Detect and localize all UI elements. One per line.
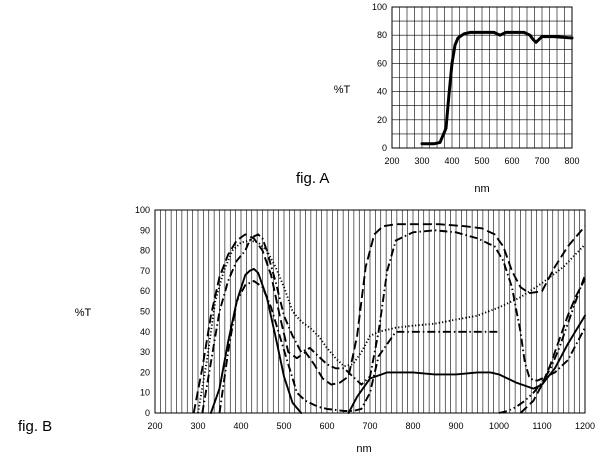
- y-tick-label: 40: [377, 87, 387, 97]
- y-tick-label: 90: [140, 225, 150, 235]
- chart-a-xlabel: nm: [474, 183, 489, 195]
- x-tick-label: 300: [190, 421, 205, 431]
- x-tick-label: 400: [233, 421, 248, 431]
- y-tick-label: 60: [377, 58, 387, 68]
- y-tick-label: 100: [372, 2, 387, 12]
- chart-b-series-3-line: [192, 223, 586, 414]
- chart-b-series-8-line: [519, 278, 586, 414]
- chart-a-figure-label: fig. A: [296, 170, 329, 187]
- y-tick-label: 80: [140, 246, 150, 256]
- x-tick-label: 800: [564, 156, 579, 166]
- x-tick-label: 700: [362, 421, 377, 431]
- x-tick-label: 600: [319, 421, 334, 431]
- chart-a: 200 300 400 500 600 700 800 0 20 40 60 80 100 nm %T…: [296, 2, 580, 195]
- y-tick-label: 10: [140, 388, 150, 398]
- y-tick-label: 20: [140, 367, 150, 377]
- y-tick-label: 70: [140, 266, 150, 276]
- chart-b-xlabel: nm: [356, 443, 371, 455]
- chart-b-ylabel: %T: [75, 307, 92, 319]
- y-tick-label: 20: [377, 115, 387, 125]
- y-tick-label: 40: [140, 327, 150, 337]
- x-tick-label: 500: [276, 421, 291, 431]
- chart-b-figure-label: fig. B: [18, 418, 52, 435]
- x-tick-label: 200: [147, 421, 162, 431]
- y-tick-label: 50: [140, 307, 150, 317]
- chart-b-series-7-line: [498, 274, 586, 414]
- x-tick-label: 1100: [532, 421, 551, 431]
- x-tick-label: 800: [405, 421, 420, 431]
- x-tick-label: 1200: [575, 421, 595, 431]
- chart-b-series-2-line: [347, 314, 586, 414]
- y-tick-label: 30: [140, 347, 150, 357]
- y-tick-label: 100: [135, 205, 150, 215]
- chart-a-series-1-line: [420, 30, 574, 146]
- x-tick-label: 400: [444, 156, 459, 166]
- x-tick-label: 300: [414, 156, 429, 166]
- y-tick-label: 0: [145, 408, 150, 418]
- x-tick-label: 900: [448, 421, 463, 431]
- x-tick-label: 1000: [489, 421, 509, 431]
- y-tick-label: 80: [377, 30, 387, 40]
- chart-a-ylabel: %T: [334, 84, 351, 96]
- x-tick-label: 500: [474, 156, 489, 166]
- x-tick-label: 600: [504, 156, 519, 166]
- x-tick-label: 200: [384, 156, 399, 166]
- x-tick-label: 700: [534, 156, 549, 166]
- chart-b-series-1-line: [209, 267, 303, 414]
- y-tick-label: 0: [382, 143, 387, 153]
- chart-b: 200 300 400 500 600 700 800 900 1000 1100 1200 0 10…: [18, 205, 595, 455]
- chart-b-frame: [154, 209, 586, 414]
- chart-b-series-5-line: [218, 280, 499, 414]
- chart-a-frame: [391, 6, 573, 149]
- y-tick-label: 60: [140, 286, 150, 296]
